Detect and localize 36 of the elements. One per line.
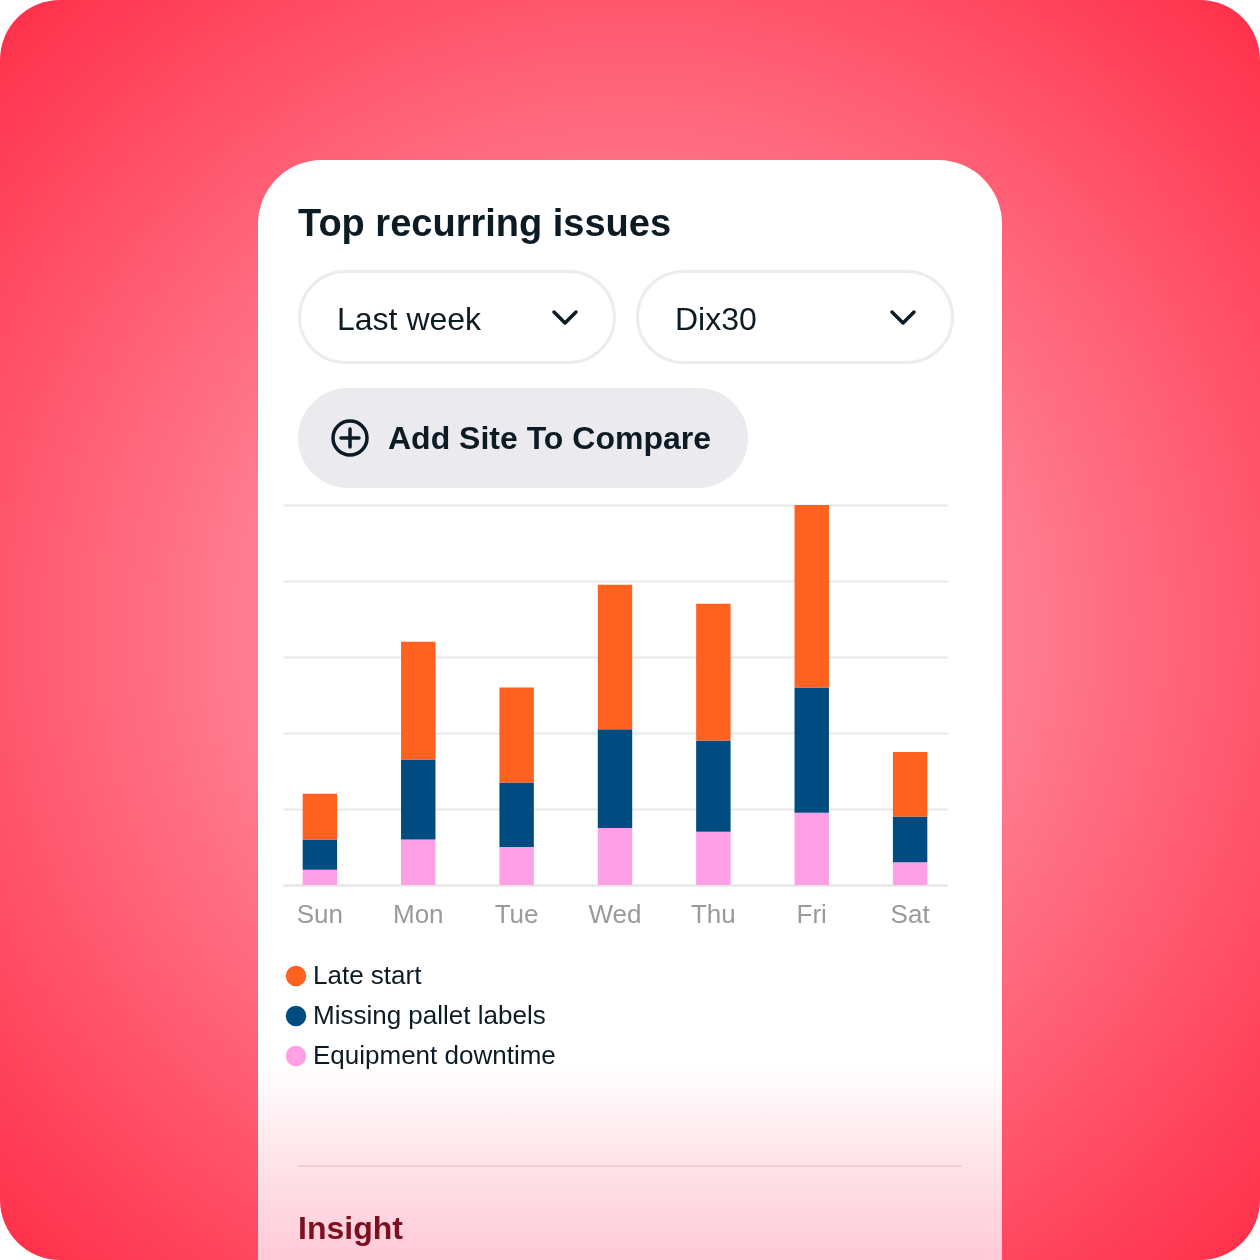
bar [302,793,338,840]
x-tick-label: Fri [796,898,827,929]
legend-label: Equipment downtime [313,1040,556,1070]
bar [401,759,436,840]
legend-label: Late start [313,960,423,990]
bar [499,782,534,847]
bar [401,641,436,760]
bar [794,687,829,813]
bar [302,869,338,885]
bar [499,847,534,885]
bar [696,740,731,832]
bar [696,831,731,885]
text: Last week [337,301,482,338]
x-tick-label: Tue [494,898,539,929]
bar [597,828,633,885]
bar [892,752,928,817]
bar [499,687,534,783]
bar [302,839,338,870]
bar [597,584,633,730]
text: Insight [298,1210,403,1247]
x-tick-label: Sat [890,898,931,929]
text: Add Site To Compare [388,420,711,457]
chart-title: Top recurring issues [298,202,672,245]
x-tick-label: Wed [588,898,642,929]
bar [794,505,829,688]
bar [794,812,829,885]
x-tick-label: Mon [392,898,444,929]
bar [696,603,731,741]
bar [892,862,928,885]
bar [892,816,928,863]
legend-label: Missing pallet labels [313,1000,546,1030]
text: Dix30 [675,301,757,338]
x-tick-label: Thu [690,898,736,929]
x-tick-label: Sun [296,898,344,929]
bar [401,839,436,885]
bar [597,729,633,828]
